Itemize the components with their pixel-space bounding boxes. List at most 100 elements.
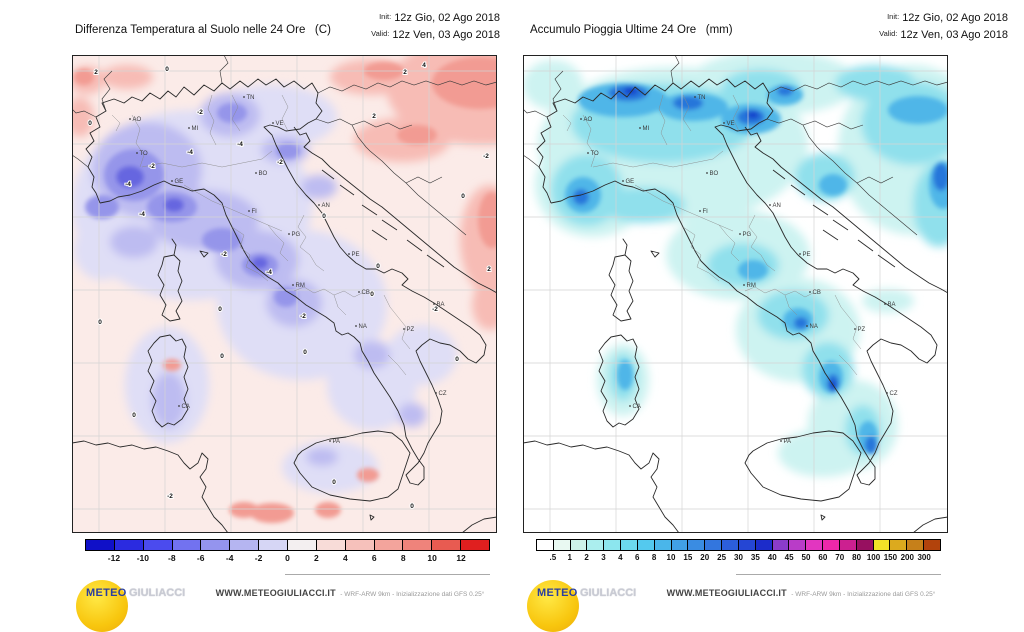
city-label: RM — [747, 283, 756, 289]
contour-label: -2 — [300, 313, 306, 320]
city-dot — [723, 122, 725, 124]
colorbar-tick: 50 — [801, 553, 811, 562]
meteogiuliacci-logo: METEO GIULIACCI — [76, 578, 226, 632]
city-dot — [355, 325, 357, 327]
city-dot — [809, 291, 811, 293]
colorbar-tick: 4 — [618, 553, 623, 562]
contour-label: -4 — [187, 149, 193, 156]
city-dot — [629, 405, 631, 407]
temp-anomaly-core-layer — [74, 57, 497, 523]
colorbar-tick: 6 — [371, 553, 377, 563]
colorbar-segment — [461, 540, 490, 550]
valid-value: 12z Ven, 03 Ago 2018 — [392, 29, 500, 41]
city-labels: AO TO MI TN VE GE BO FI AN PG PE RM CB BA NA PZ CZ PA CA — [129, 95, 447, 445]
colorbar-tick: 0 — [285, 553, 290, 563]
city-dot — [248, 210, 250, 212]
contour-label: -2 — [483, 153, 489, 160]
colorbar-segment — [772, 540, 790, 550]
city-label: AN — [322, 203, 330, 209]
city-label: PG — [292, 232, 301, 238]
colorbar-segment — [789, 540, 807, 550]
city-label: BO — [259, 171, 268, 177]
colorbar-segment — [432, 540, 462, 550]
colorbar-tick: 3 — [601, 553, 606, 562]
colorbar-segment — [288, 540, 317, 550]
colorbar-segment — [671, 540, 689, 550]
init-value: 12z Gio, 02 Ago 2018 — [394, 12, 500, 24]
contour-label: 0 — [322, 213, 326, 220]
colorbar-tick: 40 — [767, 553, 777, 562]
contour-label: 2 — [372, 113, 376, 120]
logo-text-giuliacci: GIULIACCI — [580, 587, 637, 599]
colorbar-tick: 70 — [835, 553, 845, 562]
meteogiuliacci-logo: METEO GIULIACCI — [527, 578, 677, 632]
colorbar-segment — [806, 540, 824, 550]
colorbar-tick: 80 — [852, 553, 862, 562]
city-label: PE — [803, 252, 811, 258]
contour-label: 0 — [332, 479, 336, 486]
colorbar-tick: 15 — [683, 553, 693, 562]
colorbar-segment — [114, 540, 144, 550]
colorbar-tick: 200 — [900, 553, 914, 562]
city-dot — [699, 210, 701, 212]
colorbar-segment — [705, 540, 723, 550]
city-dot — [739, 233, 741, 235]
colorbar-tick: 35 — [750, 553, 760, 562]
colorbar-tick: 30 — [734, 553, 743, 562]
colorbar-segment — [823, 540, 840, 550]
logo-text-giuliacci: GIULIACCI — [129, 587, 186, 599]
colorbar-tick: .5 — [549, 553, 557, 562]
colorbar-tick: 25 — [717, 553, 727, 562]
logo-text-meteo: METEO — [86, 587, 127, 599]
city-dot — [886, 392, 888, 394]
city-label: CZ — [890, 391, 898, 397]
colorbar-segment — [587, 540, 605, 550]
contour-label: 0 — [461, 193, 465, 200]
colorbar-segment — [688, 540, 706, 550]
colorbar-tick: -4 — [225, 553, 234, 563]
city-dot — [243, 96, 245, 98]
contour-label: 0 — [218, 306, 222, 313]
colorbar-segment — [924, 540, 940, 550]
city-label: MI — [192, 126, 199, 132]
colorbar-segment — [143, 540, 173, 550]
valid-label: Valid: — [879, 29, 898, 38]
city-label: FI — [252, 209, 258, 215]
city-dot — [806, 325, 808, 327]
colorbar-tick: 8 — [400, 553, 406, 563]
city-label: PE — [352, 252, 360, 258]
city-label: AN — [773, 203, 781, 209]
rainfall-map: AO TO MI TN VE GE BO FI AN PG PE RM CB BA NA PZ CZ PA CA — [523, 55, 948, 533]
colorbar-segment — [537, 540, 554, 550]
contour-label: 0 — [410, 503, 414, 510]
map-frame — [523, 55, 948, 533]
city-label: CA — [633, 404, 641, 410]
city-label: TO — [140, 151, 149, 157]
colorbar-tick: 100 — [866, 553, 881, 562]
colorbar-tick: 300 — [917, 553, 931, 562]
city-label: BA — [888, 302, 896, 308]
init-value: 12z Gio, 02 Ago 2018 — [902, 12, 1008, 24]
city-dot — [403, 328, 405, 330]
site-url: WWW.METEOGIULIACCI.IT — [666, 588, 787, 598]
contour-label: -4 — [237, 141, 243, 148]
contour-label: -4 — [266, 269, 272, 276]
contour-label: -2 — [197, 109, 203, 116]
city-labels: AO TO MI TN VE GE BO FI AN PG PE RM CB BA NA PZ CZ PA CA — [580, 95, 898, 445]
rainfall-colorbar: .5 1 2 3 4 6 8 10 15 20 25 30 35 40 45 50 60 70 80 100 150 20… — [536, 539, 941, 563]
city-dot — [587, 152, 589, 154]
colorbar-segment — [722, 540, 739, 550]
colorbar-segment — [738, 540, 756, 550]
city-dot — [292, 284, 294, 286]
init-label: Init: — [887, 12, 900, 21]
colorbar-segment — [345, 540, 375, 550]
city-dot — [188, 127, 190, 129]
city-dot — [706, 172, 708, 174]
city-label: TN — [698, 95, 706, 101]
colorbar-tick: 1 — [567, 553, 572, 562]
colorbar-tick: -2 — [254, 553, 263, 563]
valid-row: Valid: 12z Ven, 03 Ago 2018 — [371, 26, 500, 43]
colorbar-tick: -12 — [107, 553, 121, 563]
colorbar-segment — [604, 540, 622, 550]
colorbar-tick: 8 — [651, 553, 657, 562]
